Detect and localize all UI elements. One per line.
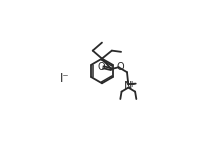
Text: O: O bbox=[98, 62, 105, 72]
Text: +: + bbox=[128, 80, 134, 89]
Text: I⁻: I⁻ bbox=[60, 72, 70, 85]
Text: O: O bbox=[117, 62, 124, 72]
Text: N: N bbox=[124, 81, 132, 91]
